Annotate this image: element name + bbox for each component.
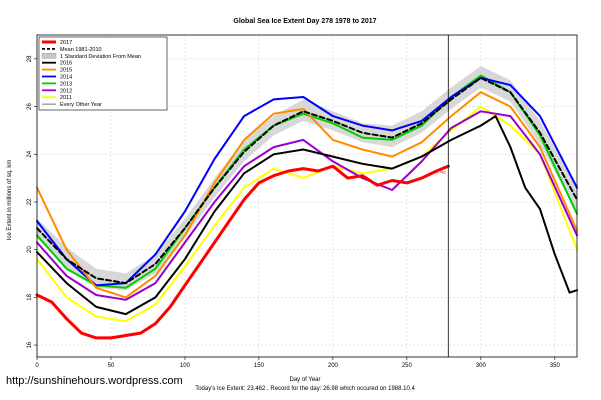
y-tick-label: 22 — [27, 198, 33, 205]
legend-label: 2015 — [60, 68, 72, 74]
legend-label: Mean 1981-2010 — [60, 47, 102, 53]
x-tick-label: 100 — [180, 363, 191, 369]
y-tick-label: 24 — [27, 150, 33, 157]
day-marker-value: 23.462 — [434, 169, 447, 174]
y-axis-label: Ice Extent in millions of sq. km — [7, 160, 13, 241]
y-tick-label: 20 — [27, 246, 33, 253]
axis-ticks: 0 50 100 150 200 250 300 350 16 18 20 22 24 26 28 — [27, 55, 560, 369]
x-tick-label: 300 — [476, 363, 487, 369]
legend-label: 2012 — [60, 88, 72, 94]
chart-title: Global Sea Ice Extent Day 278 1978 to 20… — [233, 18, 376, 25]
watermark-url: http://sunshinehours.wordpress.com — [6, 375, 183, 387]
legend-label: 2017 — [60, 40, 72, 46]
legend-label: 2014 — [60, 75, 72, 81]
series-line-2017 — [35, 164, 450, 340]
legend-swatch — [41, 53, 57, 59]
legend-label: 2016 — [60, 61, 72, 67]
x-tick-label: 350 — [550, 363, 561, 369]
legend-label: 2013 — [60, 81, 72, 87]
current-day-marker: 23.462 — [434, 35, 449, 357]
y-tick-label: 16 — [27, 341, 33, 348]
std-band-area — [37, 66, 577, 291]
y-tick-label: 18 — [27, 293, 33, 300]
x-tick-label: 0 — [35, 363, 39, 369]
series-lines — [35, 74, 578, 340]
legend-box — [38, 36, 168, 111]
series-line-2015 — [36, 91, 578, 299]
y-tick-label: 26 — [27, 103, 33, 110]
footer-text: Today's Ice Extent: 23.462 , Record for … — [195, 386, 415, 392]
x-tick-label: 50 — [108, 363, 115, 369]
legend-label: 2011 — [60, 95, 72, 101]
legend-label: Every Other Year — [60, 102, 102, 108]
series-line-2012 — [36, 110, 578, 301]
y-tick-label: 28 — [27, 55, 33, 62]
series-line-2011 — [36, 105, 578, 323]
x-axis-label: Day of Year — [289, 377, 320, 383]
series-line-2016 — [36, 115, 578, 316]
plot-frame — [36, 34, 578, 358]
std-band — [37, 66, 577, 291]
x-tick-label: 250 — [402, 363, 413, 369]
legend-label: 1 Standard Deviation From Mean — [60, 54, 141, 60]
series-line-2013 — [36, 74, 578, 289]
x-tick-label: 200 — [328, 363, 339, 369]
series-line-mean-1981-2010 — [36, 76, 578, 285]
x-tick-label: 150 — [254, 363, 265, 369]
